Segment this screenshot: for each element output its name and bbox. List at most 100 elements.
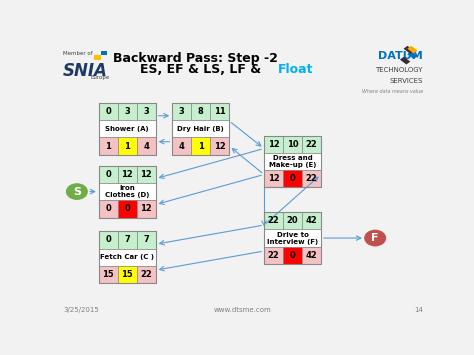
Text: Iron
Clothes (D): Iron Clothes (D) <box>105 185 149 198</box>
Bar <box>407 51 418 59</box>
Text: www.dtsme.com: www.dtsme.com <box>214 307 272 313</box>
Bar <box>137 103 155 120</box>
Text: 7: 7 <box>143 235 149 244</box>
Bar <box>118 200 137 218</box>
Text: 12: 12 <box>214 142 226 151</box>
Text: 4: 4 <box>143 142 149 151</box>
Text: SNIA: SNIA <box>63 62 108 80</box>
Bar <box>264 153 321 170</box>
Text: 0: 0 <box>290 174 295 183</box>
Bar <box>264 247 283 264</box>
Bar <box>172 137 191 155</box>
Text: 22: 22 <box>268 251 279 260</box>
Bar <box>99 103 118 120</box>
Bar <box>302 247 321 264</box>
Bar <box>283 170 302 187</box>
Text: 22: 22 <box>140 270 152 279</box>
Bar <box>99 165 118 183</box>
Text: 0: 0 <box>124 204 130 213</box>
Text: 14: 14 <box>414 307 423 313</box>
Text: 22: 22 <box>268 216 279 225</box>
Bar <box>137 266 155 283</box>
Text: 42: 42 <box>306 216 318 225</box>
Bar <box>99 200 118 218</box>
Bar <box>172 103 191 120</box>
Bar <box>283 136 302 153</box>
Bar <box>191 137 210 155</box>
Text: 0: 0 <box>290 251 295 260</box>
Text: 3: 3 <box>124 107 130 116</box>
Text: 12: 12 <box>268 140 279 149</box>
Text: TECHNOLOGY: TECHNOLOGY <box>375 67 423 73</box>
Bar <box>118 137 137 155</box>
Text: Fetch Car (C ): Fetch Car (C ) <box>100 254 154 260</box>
Bar <box>137 200 155 218</box>
Text: Where data means value: Where data means value <box>362 89 423 94</box>
Circle shape <box>365 230 385 246</box>
Text: 12: 12 <box>268 174 279 183</box>
Text: 11: 11 <box>214 107 226 116</box>
Bar <box>264 170 283 187</box>
Text: Dress and
Make-up (E): Dress and Make-up (E) <box>269 155 316 168</box>
Bar <box>99 183 155 200</box>
Text: Backward Pass: Step -2: Backward Pass: Step -2 <box>113 52 278 65</box>
Bar <box>403 46 414 54</box>
Bar <box>137 165 155 183</box>
Bar <box>283 212 302 229</box>
Bar <box>264 136 283 153</box>
Bar <box>264 212 283 229</box>
Bar <box>407 46 418 54</box>
Text: 42: 42 <box>306 251 318 260</box>
Bar <box>137 231 155 248</box>
Bar <box>302 136 321 153</box>
Text: Float: Float <box>278 63 313 76</box>
Text: 12: 12 <box>140 204 152 213</box>
Text: 10: 10 <box>287 140 298 149</box>
Text: Drive to
Interview (F): Drive to Interview (F) <box>267 231 318 245</box>
Bar <box>99 248 155 266</box>
Text: 0: 0 <box>105 107 111 116</box>
Text: ES, EF & LS, LF &: ES, EF & LS, LF & <box>140 63 265 76</box>
Text: 0: 0 <box>105 235 111 244</box>
Bar <box>210 137 229 155</box>
Text: Member of: Member of <box>63 51 93 56</box>
Text: 22: 22 <box>306 140 318 149</box>
Text: 15: 15 <box>102 270 114 279</box>
Text: 7: 7 <box>124 235 130 244</box>
Text: 4: 4 <box>179 142 185 151</box>
Text: 15: 15 <box>121 270 133 279</box>
Bar <box>191 103 210 120</box>
Text: S: S <box>73 187 81 197</box>
Text: 3/25/2015: 3/25/2015 <box>63 307 99 313</box>
Bar <box>172 120 229 137</box>
Text: SERVICES: SERVICES <box>390 78 423 84</box>
Text: DATUM: DATUM <box>378 51 423 61</box>
Text: 0: 0 <box>105 204 111 213</box>
Bar <box>400 57 410 65</box>
Text: 3: 3 <box>143 107 149 116</box>
Text: F: F <box>372 233 379 243</box>
Bar <box>302 212 321 229</box>
Text: Europe: Europe <box>91 75 109 80</box>
Text: Dry Hair (B): Dry Hair (B) <box>177 126 224 132</box>
Text: 1: 1 <box>105 142 111 151</box>
Bar <box>99 137 118 155</box>
Bar <box>99 120 155 137</box>
Text: 0: 0 <box>105 170 111 179</box>
Bar <box>99 231 118 248</box>
Text: 8: 8 <box>198 107 203 116</box>
Bar <box>101 50 108 55</box>
Bar <box>118 165 137 183</box>
Text: 3: 3 <box>179 107 184 116</box>
Bar <box>302 170 321 187</box>
Bar <box>99 266 118 283</box>
Bar <box>210 103 229 120</box>
Text: 1: 1 <box>198 142 204 151</box>
Bar <box>283 247 302 264</box>
Bar <box>264 229 321 247</box>
Circle shape <box>66 184 87 199</box>
Text: 1: 1 <box>124 142 130 151</box>
Bar <box>118 266 137 283</box>
Bar <box>118 231 137 248</box>
Text: Shower (A): Shower (A) <box>105 126 149 132</box>
